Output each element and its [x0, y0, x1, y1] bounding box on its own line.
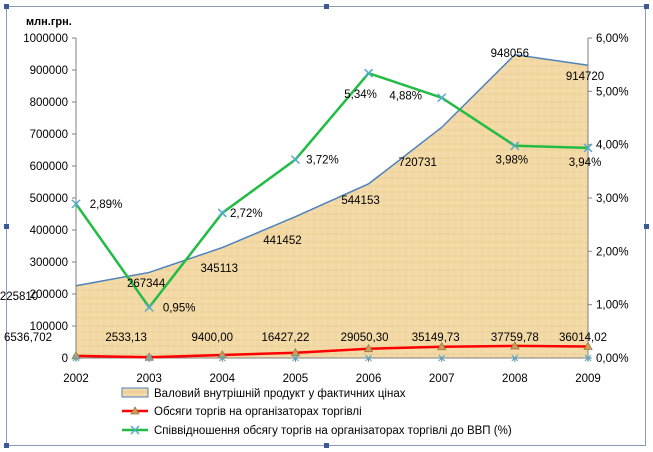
gdp-data-label: 441452: [263, 235, 301, 247]
x-tick-label: 2007: [429, 373, 455, 385]
volume-point: [583, 341, 593, 350]
ratio-point: [510, 141, 520, 151]
legend-label-volume: Обсяги торгів на організаторах торгівлі: [154, 406, 362, 418]
ratio-data-label: 2,72%: [230, 208, 263, 220]
x-tick-label: 2005: [283, 373, 309, 385]
y-left-tick-label: 700000: [30, 129, 68, 141]
ratio-data-label: 0,95%: [163, 302, 196, 314]
baseline-marker: [365, 354, 372, 362]
resize-handle[interactable]: [644, 224, 649, 229]
volume-point: [290, 347, 301, 357]
y-left-tick-label: 200000: [30, 289, 68, 301]
ratio-point: [290, 155, 300, 165]
y-right-tick-label: 2,00%: [596, 246, 629, 258]
resize-handle[interactable]: [644, 4, 649, 9]
volume-line: [75, 344, 589, 359]
baseline-marker: [511, 354, 519, 362]
resize-handle[interactable]: [4, 443, 9, 448]
y-right-tick-label: 1,00%: [596, 300, 629, 312]
ratio-point: [437, 93, 447, 103]
y-right-tick-label: 4,00%: [596, 140, 629, 152]
gdp-data-label: 544153: [341, 195, 379, 207]
volume-data-label: 16427,22: [261, 332, 309, 344]
gdp-data-label: 345113: [201, 263, 239, 275]
volume-data-label: 6536,702: [4, 332, 52, 344]
y-right-tick-label: 6,00%: [596, 33, 629, 45]
y-axis-left-label: млн.грн.: [26, 16, 72, 28]
ratio-point: [71, 199, 81, 209]
y-left-tick-label: 300000: [30, 257, 68, 269]
x-tick-label: 2009: [575, 373, 601, 385]
gdp-data-label: 267344: [127, 278, 166, 290]
ratio-point: [217, 208, 227, 218]
x-tick-label: 2004: [209, 373, 235, 385]
x-tick-label: 2003: [136, 373, 162, 385]
volume-data-label: 36014,02: [559, 332, 607, 344]
baseline-marker: [438, 354, 446, 362]
x-tick-label: 2006: [356, 373, 382, 385]
gdp-area-outline: [75, 53, 589, 287]
y-right-tick-label: 3,00%: [596, 193, 629, 205]
volume-data-label: 37759,78: [491, 332, 539, 344]
baseline-marker: [145, 354, 153, 362]
y-left-tick-label: 500000: [30, 193, 68, 205]
y-left-tick-label: 900000: [30, 65, 68, 77]
baseline-marker: [218, 354, 226, 362]
y-left-tick-label: 0: [62, 353, 68, 365]
ratio-data-label: 3,72%: [306, 155, 339, 167]
gdp-data-label: 225810: [0, 291, 38, 303]
ratio-data-label: 4,88%: [389, 91, 422, 103]
x-tick-label: 2008: [502, 373, 528, 385]
y-left-tick-label: 800000: [30, 97, 68, 109]
legend-marker-volume: [130, 406, 140, 415]
ratio-point: [144, 302, 154, 312]
volume-point: [437, 341, 447, 351]
legend-swatch-gdp: [121, 387, 149, 398]
ratio-data-label: 3,94%: [569, 157, 602, 169]
ratio-point: [583, 143, 593, 153]
ratio-line: [74, 71, 589, 310]
baseline-marker: [584, 354, 592, 362]
resize-handle[interactable]: [4, 224, 9, 229]
ratio-point: [364, 68, 374, 78]
y-right-tick-label: 5,00%: [596, 86, 629, 98]
volume-data-label: 29050,30: [341, 332, 389, 344]
y-left-tick-label: 600000: [30, 161, 68, 173]
y-left-tick-label: 1000000: [23, 33, 68, 45]
y-left-tick-label: 100000: [30, 321, 68, 333]
baseline-marker: [292, 354, 299, 362]
volume-data-label: 35149,73: [412, 332, 460, 344]
ratio-data-label: 3,98%: [496, 155, 529, 167]
y-left-tick-label: 400000: [30, 225, 68, 237]
legend-label-gdp: Валовий внутрішній продукт у фактичних ц…: [154, 388, 406, 400]
gdp-data-label: 914720: [566, 71, 604, 83]
resize-handle[interactable]: [324, 443, 329, 448]
x-tick-label: 2002: [63, 373, 89, 385]
volume-point: [363, 343, 374, 353]
y-right-tick-label: 0,00%: [596, 353, 629, 365]
ratio-data-label: 5,34%: [344, 89, 377, 101]
volume-data-label: 2533,13: [105, 332, 147, 344]
gdp-data-label: 720731: [399, 157, 437, 169]
gdp-data-label: 948056: [491, 48, 529, 60]
resize-handle[interactable]: [4, 4, 9, 9]
ratio-data-label: 2,89%: [90, 199, 123, 211]
volume-data-label: 9400,00: [191, 332, 233, 344]
volume-point: [510, 341, 520, 350]
legend-marker-ratio: [130, 425, 140, 435]
gdp-area: [76, 54, 588, 359]
baseline-marker: [72, 354, 80, 362]
resize-handle[interactable]: [324, 4, 329, 9]
legend-label-ratio: Співвідношення обсягу торгів на організа…: [154, 425, 512, 437]
